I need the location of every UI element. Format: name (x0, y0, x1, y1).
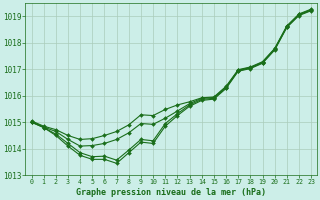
X-axis label: Graphe pression niveau de la mer (hPa): Graphe pression niveau de la mer (hPa) (76, 188, 266, 197)
